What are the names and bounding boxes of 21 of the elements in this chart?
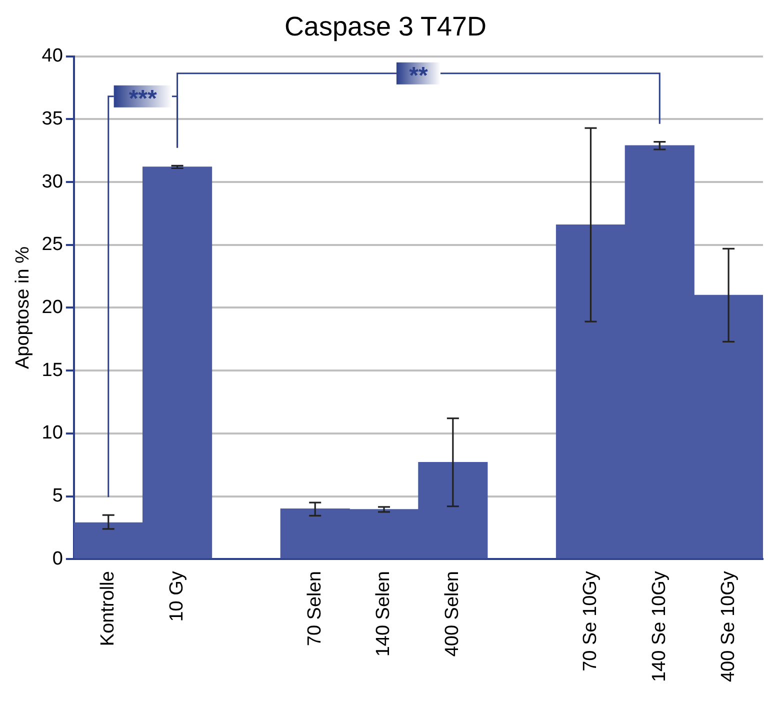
y-axis-title: Apoptose in % <box>12 246 34 370</box>
annotation: *** <box>128 85 158 112</box>
annotation: ** <box>409 62 428 90</box>
x-tick-label: 140 Selen <box>373 571 394 657</box>
x-tick-label: 70 Selen <box>304 571 326 646</box>
y-tick-label: 20 <box>42 296 63 318</box>
y-tick-label: 10 <box>42 422 63 444</box>
y-tick-label: 0 <box>52 548 63 570</box>
y-tick-label: 25 <box>42 234 63 256</box>
y-tick-label: 35 <box>42 108 63 130</box>
y-tick-label: 5 <box>52 485 63 506</box>
x-tick-label: Kontrolle <box>98 571 119 646</box>
x-tick-label: 140 Se 10Gy <box>648 570 670 682</box>
x-tick-label: 400 Selen <box>442 571 464 657</box>
chart-title: Caspase 3 T47D <box>284 12 487 42</box>
y-tick-label: 30 <box>42 171 63 192</box>
x-tick-label: 70 Se 10Gy <box>580 570 601 672</box>
y-tick-label: 15 <box>42 360 63 381</box>
y-tick-label: 40 <box>42 46 63 67</box>
x-tick-label: 400 Se 10Gy <box>718 570 739 682</box>
x-tick-label: 10 Gy <box>166 570 188 622</box>
